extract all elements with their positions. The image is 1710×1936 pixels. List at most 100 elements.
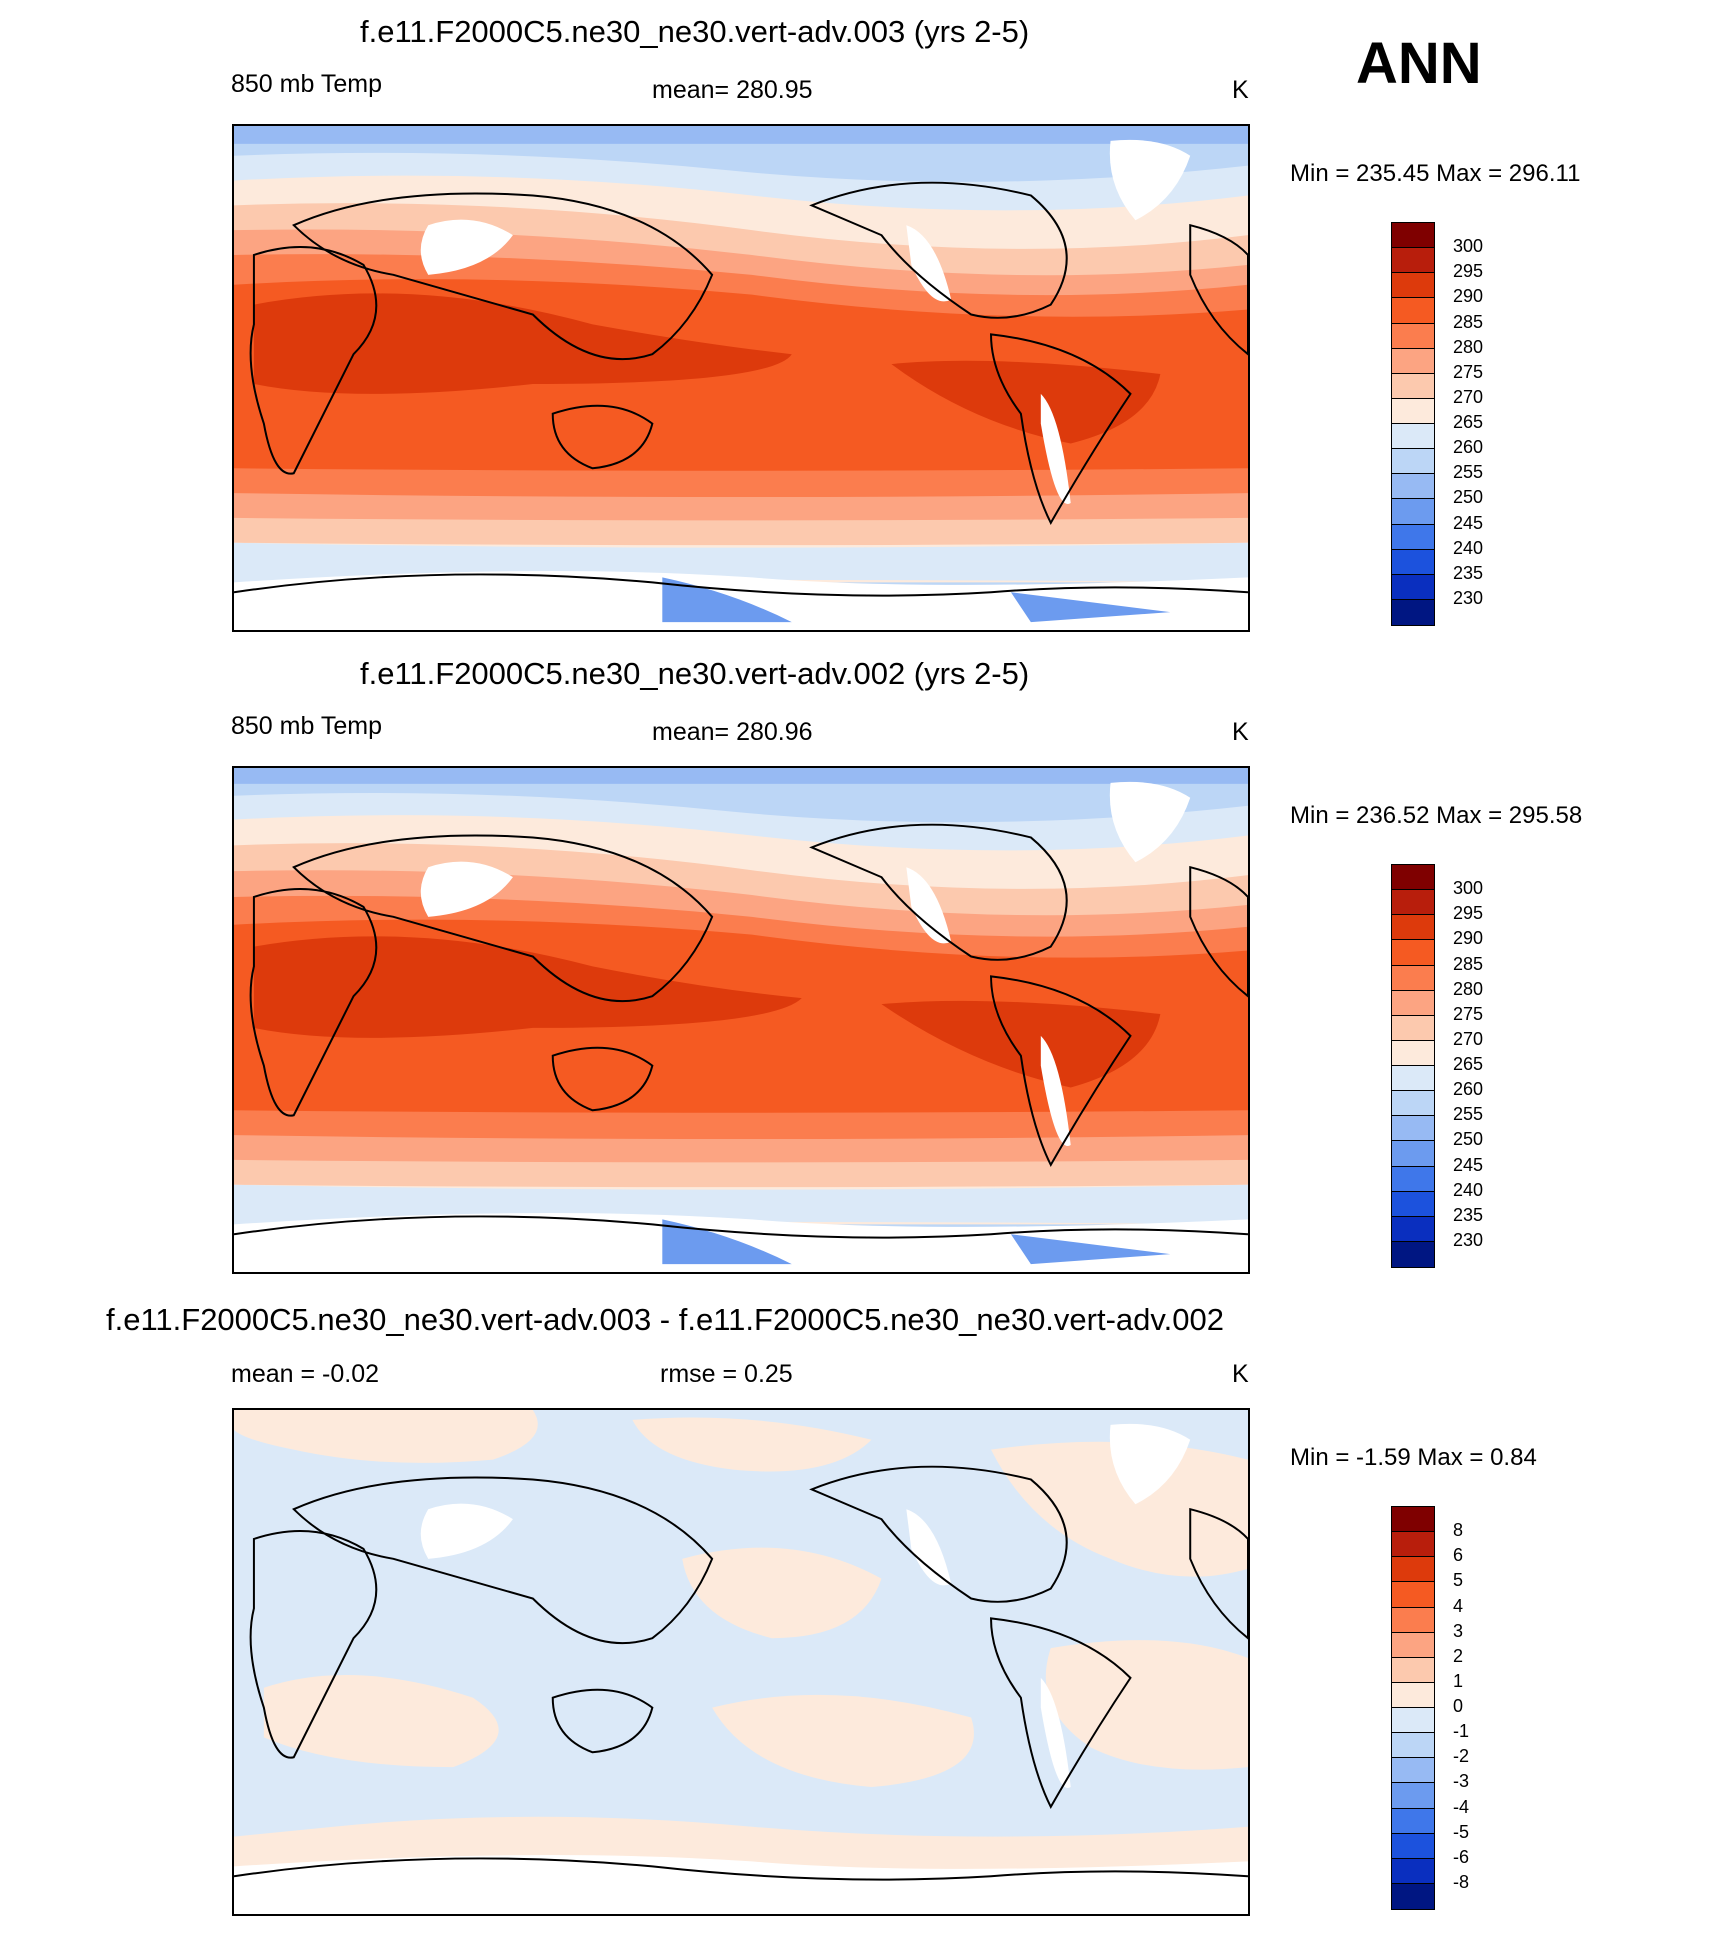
colorbar-tick-label: 260 [1453, 1079, 1484, 1100]
colorbar-tick-label: 235 [1453, 1204, 1484, 1225]
colorbar-tick-label: -2 [1453, 1746, 1470, 1767]
colorbar-swatch [1392, 890, 1434, 916]
colorbar-tick-label: 240 [1453, 537, 1484, 558]
colorbar-tick-label: 245 [1453, 512, 1484, 533]
colorbar-tick-label: -3 [1453, 1771, 1470, 1792]
colorbar-swatch [1392, 323, 1434, 349]
panel-2-left-label: 850 mb Temp [231, 712, 383, 740]
colorbar-tick-label: 265 [1453, 1054, 1484, 1074]
colorbar-swatch [1392, 398, 1434, 424]
colorbar-tick-label: 275 [1453, 361, 1484, 382]
colorbar-tick-label: 245 [1453, 1154, 1484, 1175]
colorbar-swatch [1392, 1507, 1434, 1533]
colorbar-tick-label: 6 [1453, 1545, 1464, 1566]
colorbar-tick-label: 0 [1453, 1696, 1464, 1716]
colorbar-tick-label: 270 [1453, 386, 1484, 407]
colorbar-tick-label: 250 [1453, 487, 1484, 508]
colorbar-swatch [1392, 1166, 1434, 1192]
colorbar-swatch [1392, 1883, 1434, 1909]
panel-1-colorbar [1391, 222, 1435, 626]
colorbar-swatch [1392, 1582, 1434, 1608]
panel-1-left-label: 850 mb Temp [231, 70, 383, 98]
colorbar-tick-label: 280 [1453, 336, 1484, 357]
colorbar-swatch [1392, 1833, 1434, 1859]
colorbar-tick-label: 285 [1453, 311, 1484, 332]
panel-2-title: f.e11.F2000C5.ne30_ne30.vert-adv.002 (yr… [360, 656, 1030, 691]
panel-3-colorbar [1391, 1506, 1435, 1910]
colorbar-tick-label: 275 [1453, 1003, 1484, 1024]
colorbar-tick-label: 265 [1453, 412, 1484, 432]
colorbar-tick-label: -8 [1453, 1871, 1470, 1892]
panel-2-map-graphic [234, 768, 1248, 1272]
colorbar-swatch [1392, 499, 1434, 525]
colorbar-swatch [1392, 1116, 1434, 1142]
colorbar-tick-label: -5 [1453, 1821, 1470, 1842]
panel-1-center-label: mean= 280.95 [652, 76, 813, 104]
panel-3-center-label: rmse = 0.25 [660, 1360, 793, 1388]
season-label: ANN [1356, 31, 1482, 96]
colorbar-tick-label: 8 [1453, 1520, 1464, 1541]
colorbar-swatch [1392, 1015, 1434, 1041]
colorbar-tick-label: 295 [1453, 261, 1484, 282]
colorbar-swatch [1392, 348, 1434, 374]
colorbar-swatch [1392, 474, 1434, 500]
panel-2-colorbar [1391, 864, 1435, 1268]
colorbar-swatch [1392, 1040, 1434, 1066]
panel-3-map [232, 1408, 1250, 1916]
colorbar-swatch [1392, 223, 1434, 249]
colorbar-swatch [1392, 574, 1434, 600]
colorbar-swatch [1392, 1733, 1434, 1759]
colorbar-swatch [1392, 599, 1434, 625]
colorbar-swatch [1392, 273, 1434, 299]
colorbar-swatch [1392, 1191, 1434, 1217]
colorbar-tick-label: 5 [1453, 1570, 1464, 1591]
colorbar-swatch [1392, 1808, 1434, 1834]
colorbar-tick-label: 4 [1453, 1595, 1464, 1616]
colorbar-tick-label: 230 [1453, 587, 1484, 608]
colorbar-swatch [1392, 1607, 1434, 1633]
colorbar-tick-label: 260 [1453, 437, 1484, 458]
colorbar-swatch [1392, 1216, 1434, 1242]
panel-1-units: K [1232, 76, 1249, 104]
colorbar-tick-label: 250 [1453, 1129, 1484, 1150]
colorbar-tick-label: 230 [1453, 1229, 1484, 1250]
colorbar-swatch [1392, 549, 1434, 575]
colorbar-tick-label: 285 [1453, 953, 1484, 974]
colorbar-swatch [1392, 1557, 1434, 1583]
panel-3-minmax: Min = -1.59 Max = 0.84 [1290, 1444, 1537, 1471]
panel-2-map [232, 766, 1250, 1274]
panel-2-units: K [1232, 718, 1249, 746]
panel-2-minmax: Min = 236.52 Max = 295.58 [1290, 802, 1583, 829]
colorbar-swatch [1392, 298, 1434, 324]
colorbar-swatch [1392, 449, 1434, 475]
colorbar-swatch [1392, 373, 1434, 399]
colorbar-tick-label: 280 [1453, 978, 1484, 999]
colorbar-tick-label: -6 [1453, 1846, 1470, 1867]
colorbar-swatch [1392, 865, 1434, 891]
colorbar-swatch [1392, 424, 1434, 450]
colorbar-tick-label: -4 [1453, 1796, 1470, 1817]
colorbar-swatch [1392, 1783, 1434, 1809]
colorbar-swatch [1392, 1141, 1434, 1167]
colorbar-swatch [1392, 1657, 1434, 1683]
panel-3-map-graphic [234, 1410, 1248, 1914]
colorbar-swatch [1392, 1682, 1434, 1708]
panel-3-title: f.e11.F2000C5.ne30_ne30.vert-adv.003 - f… [106, 1302, 1224, 1337]
colorbar-tick-label: 290 [1453, 286, 1484, 307]
colorbar-tick-label: -1 [1453, 1721, 1470, 1742]
colorbar-tick-label: 270 [1453, 1028, 1484, 1049]
colorbar-tick-label: 300 [1453, 878, 1484, 899]
colorbar-swatch [1392, 1708, 1434, 1734]
colorbar-tick-label: 295 [1453, 903, 1484, 924]
colorbar-swatch [1392, 524, 1434, 550]
colorbar-swatch [1392, 940, 1434, 966]
panel-1-map-graphic [234, 126, 1248, 630]
colorbar-swatch [1392, 1632, 1434, 1658]
colorbar-swatch [1392, 1091, 1434, 1117]
colorbar-swatch [1392, 990, 1434, 1016]
panel-1-title: f.e11.F2000C5.ne30_ne30.vert-adv.003 (yr… [360, 14, 1030, 49]
colorbar-swatch [1392, 1858, 1434, 1884]
colorbar-tick-label: 235 [1453, 562, 1484, 583]
colorbar-swatch [1392, 915, 1434, 941]
colorbar-tick-label: 3 [1453, 1620, 1464, 1641]
